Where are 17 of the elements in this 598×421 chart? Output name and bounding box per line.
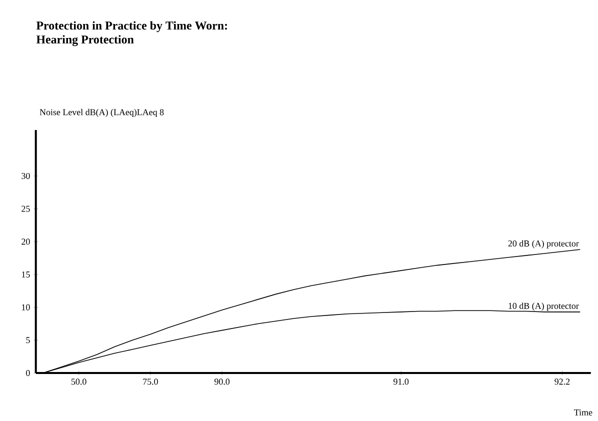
series-label: 10 dB (A) protector xyxy=(508,302,579,311)
x-axis-title: Time xyxy=(574,409,592,416)
y-tick-label: 25 xyxy=(22,206,30,212)
series-label: 20 dB (A) protector xyxy=(508,240,579,248)
chart-title: Protection in Practice by Time Worn: Hearing Protection xyxy=(36,21,227,46)
x-tick-label: 91.0 xyxy=(394,378,409,385)
y-tick-label: 20 xyxy=(22,238,30,245)
x-tick-label: 90.0 xyxy=(214,378,230,385)
y-tick-label: 0 xyxy=(26,370,30,376)
y-axis-title: Noise Level dB(A) (LAeq)LAeq 8 xyxy=(40,108,164,118)
x-tick-label: 92.2 xyxy=(554,378,570,385)
y-tick-label: 30 xyxy=(22,172,30,180)
x-tick-label: 75.0 xyxy=(143,378,158,385)
y-tick-label: 5 xyxy=(26,337,30,344)
y-tick-label: 10 xyxy=(22,304,30,310)
y-tick-label: 15 xyxy=(22,271,30,278)
x-tick-label: 50.0 xyxy=(71,378,86,385)
